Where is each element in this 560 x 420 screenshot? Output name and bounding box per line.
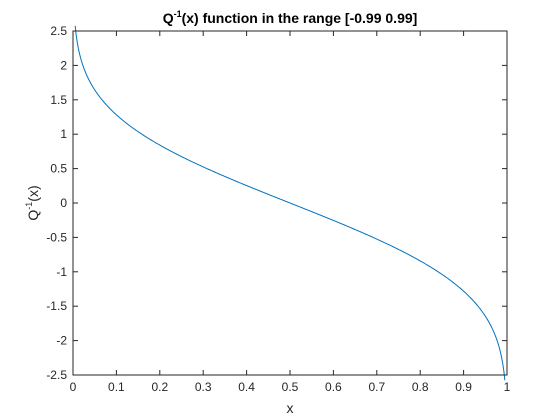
y-tick-label: 0.5 <box>50 162 67 176</box>
x-tick-label: 0.4 <box>238 380 255 394</box>
tick-layer: 0 0.1 0.2 0.3 0.4 0.5 0.6 0.7 0.8 0.9 1 2.5 2 1.5 1 0.5… <box>46 24 510 394</box>
y-tick-label: -2 <box>56 334 67 348</box>
x-tick-label: 0.3 <box>195 380 212 394</box>
y-tick-label: 1 <box>60 127 67 141</box>
y-axis-title: Q-1(x) <box>24 185 41 220</box>
x-tick-label: 0.1 <box>108 380 125 394</box>
x-tick-label: 0.2 <box>151 380 168 394</box>
y-tick-label: -0.5 <box>46 230 67 244</box>
y-tick-label: 0 <box>60 196 67 210</box>
series-line <box>74 25 506 381</box>
line-layer <box>74 25 506 381</box>
y-tick-label: 1.5 <box>50 93 67 107</box>
y-tick-label: -2.5 <box>46 368 67 382</box>
chart-title: Q-1(x) function in the range [-0.99 0.99… <box>163 9 418 26</box>
x-tick-label: 0.6 <box>325 380 342 394</box>
y-tick-label: 2 <box>60 58 67 72</box>
x-tick-label: 0.5 <box>282 380 299 394</box>
y-tick-label: -1 <box>56 265 67 279</box>
x-tick-label: 0.8 <box>412 380 429 394</box>
x-axis-title: x <box>287 400 294 416</box>
x-tick-label: 1 <box>504 380 511 394</box>
y-tick-label: 2.5 <box>50 24 67 38</box>
y-tick-label: -1.5 <box>46 299 67 313</box>
x-tick-label: 0.7 <box>368 380 385 394</box>
x-tick-label: 0.9 <box>455 380 472 394</box>
x-tick-label: 0 <box>70 380 77 394</box>
